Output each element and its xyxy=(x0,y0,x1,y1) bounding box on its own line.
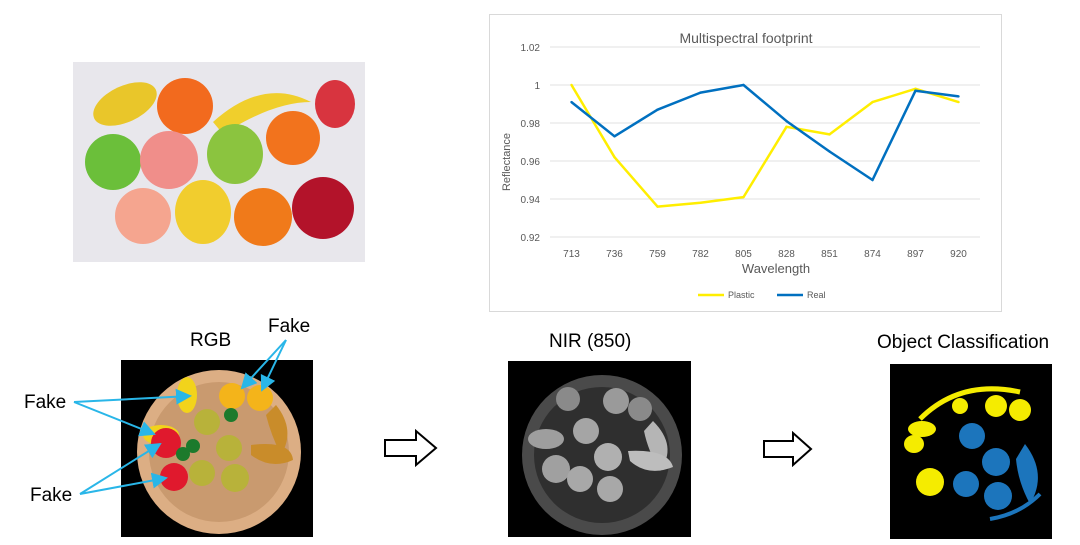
legend-label: Real xyxy=(807,290,826,300)
data-point-plastic xyxy=(871,100,874,104)
chart-title: Multispectral footprint xyxy=(679,30,812,46)
data-point-plastic xyxy=(570,83,573,87)
rgb-image xyxy=(121,360,313,537)
rgb-caption: RGB xyxy=(190,330,232,351)
data-point-plastic xyxy=(699,201,702,204)
arrow-right-icon xyxy=(384,429,438,467)
data-point-plastic xyxy=(785,125,788,128)
y-tick-label: 1 xyxy=(534,81,540,92)
y-tick-label: 0.94 xyxy=(521,195,541,206)
data-point-real xyxy=(570,100,573,104)
x-tick-label: 897 xyxy=(907,249,924,260)
pointer-arrow xyxy=(79,472,168,495)
nir-caption: NIR (850) xyxy=(549,331,632,352)
x-tick-label: 713 xyxy=(563,249,580,260)
data-point-real xyxy=(613,135,616,138)
y-tick-label: 0.98 xyxy=(521,119,541,130)
data-point-real xyxy=(742,83,745,87)
data-point-real xyxy=(914,89,917,92)
data-point-real xyxy=(785,119,788,123)
nir-image xyxy=(508,361,691,537)
data-point-plastic xyxy=(914,87,917,91)
fruit-photo-illustration xyxy=(73,62,365,262)
y-tick-label: 0.92 xyxy=(521,233,541,244)
data-point-real xyxy=(699,91,702,94)
block-arrow-right-1 xyxy=(384,429,438,467)
classification-image xyxy=(890,364,1052,539)
data-point-real xyxy=(656,108,659,111)
data-point-plastic xyxy=(656,205,659,208)
data-point-plastic xyxy=(613,156,616,159)
y-axis-label: Reflectance xyxy=(501,133,513,191)
nir-bowl-illustration xyxy=(508,361,691,537)
y-tick-label: 0.96 xyxy=(521,157,541,168)
series-line-plastic xyxy=(570,84,959,208)
x-tick-label: 920 xyxy=(950,249,967,260)
classification-caption: Object Classification xyxy=(877,332,1050,353)
pointer-arrow xyxy=(240,339,287,390)
data-point-plastic xyxy=(957,100,960,104)
x-tick-label: 759 xyxy=(649,249,666,260)
x-tick-label: 805 xyxy=(735,249,752,260)
data-point-plastic xyxy=(828,133,831,136)
pointer-arrow xyxy=(79,442,162,495)
series-line-real xyxy=(570,83,959,182)
pointer-arrow xyxy=(73,401,156,437)
chart-panel: Multispectral footprint 0.92 0.94 0.96 0.98… xyxy=(489,14,1002,312)
data-point-real xyxy=(957,95,960,98)
block-arrow-right-2 xyxy=(763,431,813,467)
x-tick-label: 736 xyxy=(606,249,623,260)
fake-label-lower-left: Fake xyxy=(30,485,73,506)
multispectral-chart: Multispectral footprint 0.92 0.94 0.96 0.98… xyxy=(501,30,980,300)
arrow-right-icon xyxy=(763,431,813,467)
legend-label: Plastic xyxy=(728,290,755,300)
fake-label-top: Fake xyxy=(268,316,311,337)
x-tick-label: 828 xyxy=(778,249,795,260)
fake-label-upper-left: Fake xyxy=(24,392,67,413)
data-point-real xyxy=(828,150,831,153)
fruit-photo xyxy=(73,62,365,262)
rgb-bowl-illustration xyxy=(121,360,313,537)
pointer-arrow xyxy=(260,339,287,392)
x-tick-label: 874 xyxy=(864,249,881,260)
pointer-arrow xyxy=(73,388,192,405)
x-tick-label: 782 xyxy=(692,249,709,260)
x-axis-label: Wavelength xyxy=(742,261,810,276)
data-point-real xyxy=(871,178,874,182)
classification-illustration xyxy=(890,364,1052,539)
y-tick-label: 1.02 xyxy=(521,43,541,54)
x-tick-label: 851 xyxy=(821,249,838,260)
data-point-plastic xyxy=(742,195,745,199)
